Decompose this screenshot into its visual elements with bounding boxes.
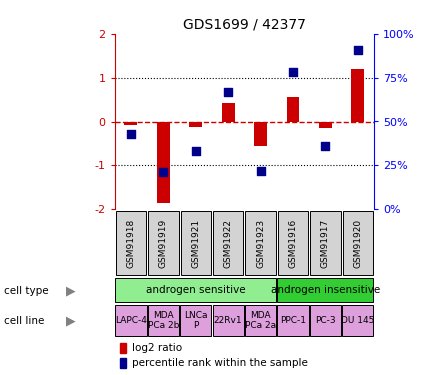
- Text: GSM91922: GSM91922: [224, 219, 232, 267]
- Point: [193, 148, 199, 154]
- Text: cell type: cell type: [4, 286, 49, 296]
- FancyBboxPatch shape: [278, 305, 309, 336]
- Text: log2 ratio: log2 ratio: [132, 343, 182, 352]
- Text: ▶: ▶: [66, 314, 76, 327]
- FancyBboxPatch shape: [212, 305, 244, 336]
- Bar: [222, 103, 235, 122]
- Bar: [254, 122, 267, 146]
- Text: androgen insensitive: androgen insensitive: [271, 285, 380, 295]
- Point: [354, 46, 361, 53]
- FancyBboxPatch shape: [310, 305, 341, 336]
- Bar: [351, 69, 364, 122]
- Text: MDA
PCa 2a: MDA PCa 2a: [245, 311, 276, 330]
- Text: MDA
PCa 2b: MDA PCa 2b: [147, 311, 179, 330]
- Bar: [286, 98, 300, 122]
- Text: androgen sensitive: androgen sensitive: [146, 285, 246, 295]
- Point: [322, 143, 329, 149]
- FancyBboxPatch shape: [342, 305, 373, 336]
- Text: DU 145: DU 145: [341, 316, 374, 325]
- FancyBboxPatch shape: [180, 305, 211, 336]
- Text: ▶: ▶: [66, 284, 76, 297]
- Text: PC-3: PC-3: [315, 316, 336, 325]
- FancyBboxPatch shape: [116, 211, 146, 275]
- FancyBboxPatch shape: [278, 211, 308, 275]
- Text: GSM91920: GSM91920: [353, 218, 362, 267]
- FancyBboxPatch shape: [310, 211, 340, 275]
- Text: percentile rank within the sample: percentile rank within the sample: [132, 358, 307, 368]
- FancyBboxPatch shape: [245, 305, 276, 336]
- Bar: [157, 122, 170, 202]
- FancyBboxPatch shape: [181, 211, 211, 275]
- Text: GSM91916: GSM91916: [289, 218, 298, 268]
- Text: GSM91917: GSM91917: [321, 218, 330, 268]
- FancyBboxPatch shape: [116, 278, 276, 302]
- FancyBboxPatch shape: [213, 211, 244, 275]
- Bar: [120, 358, 126, 368]
- Text: cell line: cell line: [4, 316, 45, 326]
- FancyBboxPatch shape: [343, 211, 373, 275]
- Point: [160, 170, 167, 176]
- Bar: [319, 122, 332, 128]
- Point: [128, 131, 134, 137]
- Text: GSM91919: GSM91919: [159, 218, 168, 268]
- Text: GSM91921: GSM91921: [191, 218, 200, 267]
- Text: GSM91923: GSM91923: [256, 218, 265, 267]
- Point: [289, 69, 296, 75]
- Bar: [189, 122, 202, 127]
- Title: GDS1699 / 42377: GDS1699 / 42377: [183, 17, 306, 31]
- Bar: [120, 342, 126, 352]
- FancyBboxPatch shape: [278, 278, 373, 302]
- Text: GSM91918: GSM91918: [127, 218, 136, 268]
- Text: LAPC-4: LAPC-4: [115, 316, 147, 325]
- Point: [257, 168, 264, 174]
- FancyBboxPatch shape: [148, 305, 179, 336]
- FancyBboxPatch shape: [116, 305, 147, 336]
- FancyBboxPatch shape: [245, 211, 276, 275]
- Bar: [125, 122, 137, 124]
- Text: PPC-1: PPC-1: [280, 316, 306, 325]
- FancyBboxPatch shape: [148, 211, 178, 275]
- Text: 22Rv1: 22Rv1: [214, 316, 243, 325]
- Point: [225, 88, 232, 94]
- Text: LNCa
P: LNCa P: [184, 311, 207, 330]
